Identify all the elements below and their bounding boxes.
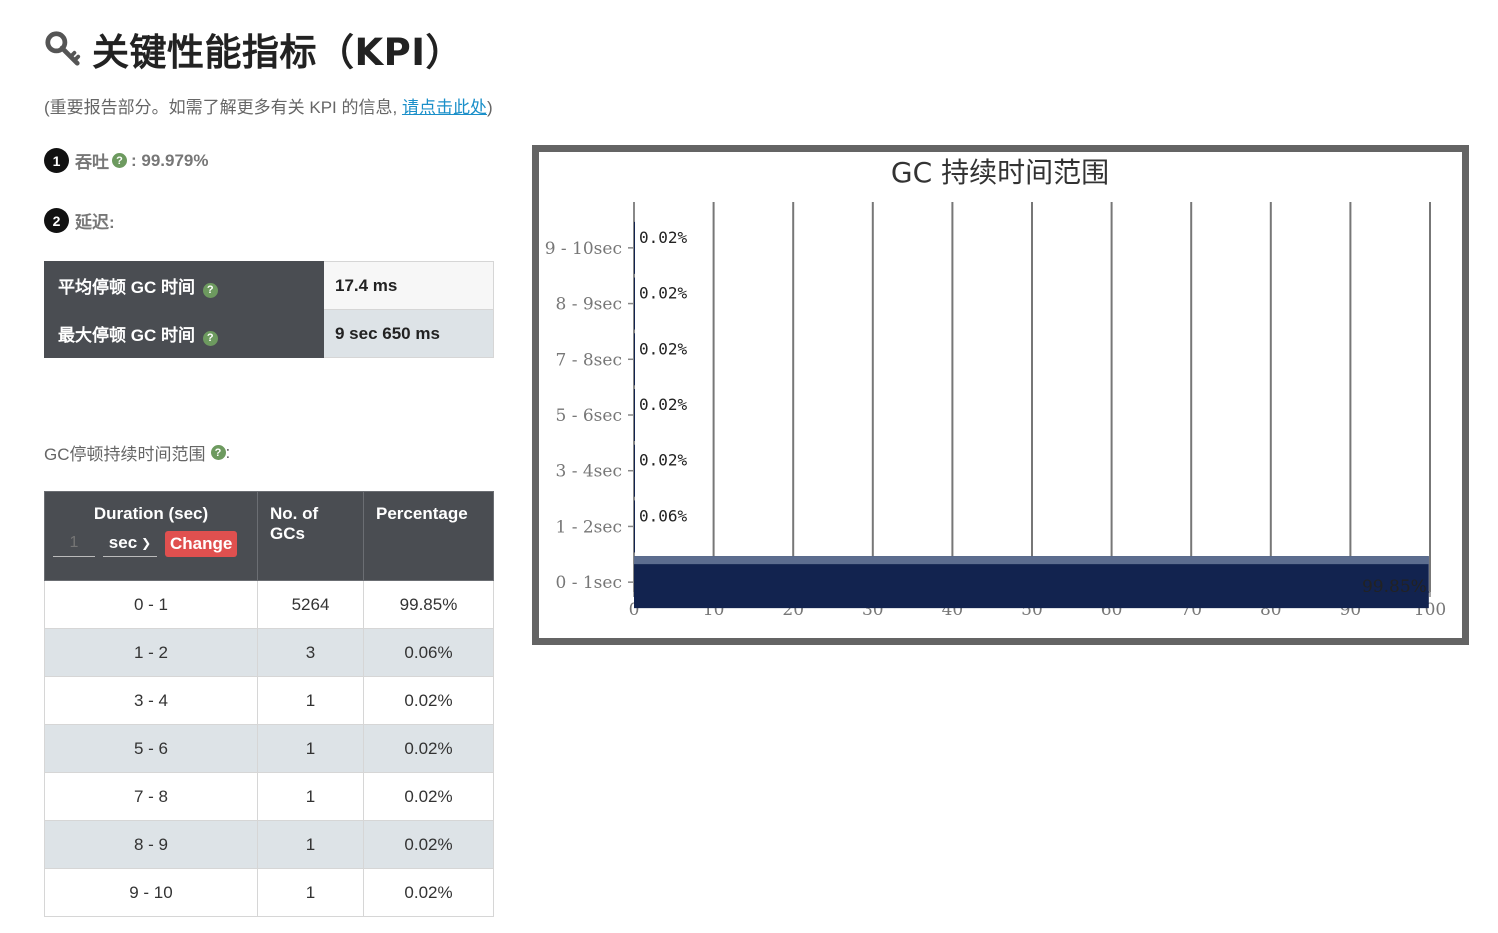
data-label: 0.02% [639,228,688,247]
chart-title: GC 持续时间范围 [891,156,1109,189]
cell-count: 1 [257,724,364,773]
max-pause-value: 9 sec 650 ms [323,309,494,358]
cell-count: 1 [257,772,364,821]
y-tick-label: 1 - 2sec [556,517,623,537]
cell-count: 5264 [257,580,364,629]
cell-count: 1 [257,676,364,725]
table-row: 3 - 4 1 0.02% [44,676,494,725]
help-icon[interactable]: ? [202,282,218,298]
latency-row: 2 延迟: [44,208,115,233]
range-section-label: GC停顿持续时间范围 ? : [44,440,230,465]
table-row: 5 - 6 1 0.02% [44,724,494,773]
percent-header: Percentage [363,491,494,581]
help-icon[interactable]: ? [210,445,226,460]
cell-duration: 0 - 1 [44,580,258,629]
chevron-down-icon: ❯ [141,536,152,550]
y-tick-label: 7 - 8sec [556,350,623,370]
max-pause-label-cell: 最大停顿 GC 时间 ? [44,309,324,358]
data-label: 0.02% [639,395,688,414]
number-badge-2: 2 [44,208,69,233]
kpi-info-link[interactable]: 请点击此处 [401,98,487,117]
cell-percent: 0.02% [363,868,494,917]
data-label: 0.02% [639,284,688,303]
help-icon[interactable]: ? [112,153,127,168]
bar [634,500,635,553]
cell-duration: 9 - 10 [44,868,258,917]
y-tick-label: 8 - 9sec [556,295,623,315]
subtitle-close: ) [486,98,493,117]
y-tick-label: 9 - 10sec [545,239,622,259]
avg-pause-label: 平均停顿 GC 时间 [58,278,195,297]
key-icon [45,31,81,66]
gc-duration-table: Duration (sec) sec❯ Change No. of GCs Pe… [44,491,494,917]
table-row: 平均停顿 GC 时间 ? 17.4 ms [44,261,494,310]
cell-percent: 0.02% [363,676,494,725]
page-subtitle: (重要报告部分。如需了解更多有关 KPI 的信息, 请点击此处) [44,93,493,118]
throughput-label: 吞吐 [75,153,109,172]
range-label-text: GC停顿持续时间范围 [44,445,206,464]
y-tick-label: 3 - 4sec [556,462,623,482]
cell-count: 1 [257,868,364,917]
interval-input[interactable] [53,530,95,557]
cell-duration: 1 - 2 [44,628,258,677]
change-button[interactable]: Change [165,530,238,557]
duration-header: Duration (sec) sec❯ Change [44,491,258,581]
cell-duration: 5 - 6 [44,724,258,773]
cell-duration: 8 - 9 [44,820,258,869]
table-row: 最大停顿 GC 时间 ? 9 sec 650 ms [44,309,494,358]
table-row: 0 - 1 5264 99.85% [44,580,494,629]
cell-percent: 99.85% [363,580,494,629]
bar [634,389,635,441]
x-tick-label: 0 [629,600,640,620]
data-label: 0.02% [639,339,688,358]
unit-select[interactable]: sec ❯ [103,530,157,557]
cell-count: 3 [257,628,364,677]
pause-time-table: 平均停顿 GC 时间 ? 17.4 ms 最大停顿 GC 时间 ? 9 sec … [44,261,494,358]
y-tick-label: 5 - 6sec [556,406,623,426]
page-title: 关键性能指标（KPI） [92,31,464,74]
subtitle-text: (重要报告部分。如需了解更多有关 KPI 的信息, [44,98,402,117]
cell-duration: 3 - 4 [44,676,258,725]
cell-percent: 0.02% [363,724,494,773]
throughput-row: 1 吞吐 ? : 99.979% [44,148,209,173]
bar [634,277,635,330]
table-row: 1 - 2 3 0.06% [44,628,494,677]
page-header: 关键性能指标（KPI） [44,22,463,76]
duration-controls: sec❯ Change [53,530,249,557]
latency-label: 延迟: [75,213,115,232]
max-pause-label: 最大停顿 GC 时间 [58,326,195,345]
unit-select-value: sec [108,533,138,552]
bar [634,444,635,497]
range-label-colon: : [225,442,231,462]
avg-pause-label-cell: 平均停顿 GC 时间 ? [44,261,324,310]
data-label: 99.85% [1362,577,1427,597]
bar [634,221,635,274]
avg-pause-value: 17.4 ms [323,261,494,310]
bar [634,556,1429,609]
cell-percent: 0.02% [363,772,494,821]
bar-highlight [634,556,1429,565]
gc-duration-chart: GC 持续时间范围 0 10 20 30 40 50 60 70 80 90 100 9 - 10sec… [532,145,1469,645]
bar [634,333,635,386]
help-icon[interactable]: ? [202,330,218,346]
data-label: 0.06% [639,506,688,525]
count-header: No. of GCs [257,491,364,581]
throughput-value: : 99.979% [131,150,209,170]
cell-duration: 7 - 8 [44,772,258,821]
duration-header-label: Duration (sec) [93,504,209,523]
table-header-row: Duration (sec) sec❯ Change No. of GCs Pe… [44,491,494,581]
cell-count: 1 [257,820,364,869]
table-row: 8 - 9 1 0.02% [44,820,494,869]
cell-percent: 0.06% [363,628,494,677]
table-row: 7 - 8 1 0.02% [44,772,494,821]
number-badge-1: 1 [44,148,69,173]
y-tick-label: 0 - 1sec [556,573,623,593]
cell-percent: 0.02% [363,820,494,869]
data-label: 0.02% [639,451,688,470]
table-row: 9 - 10 1 0.02% [44,868,494,917]
